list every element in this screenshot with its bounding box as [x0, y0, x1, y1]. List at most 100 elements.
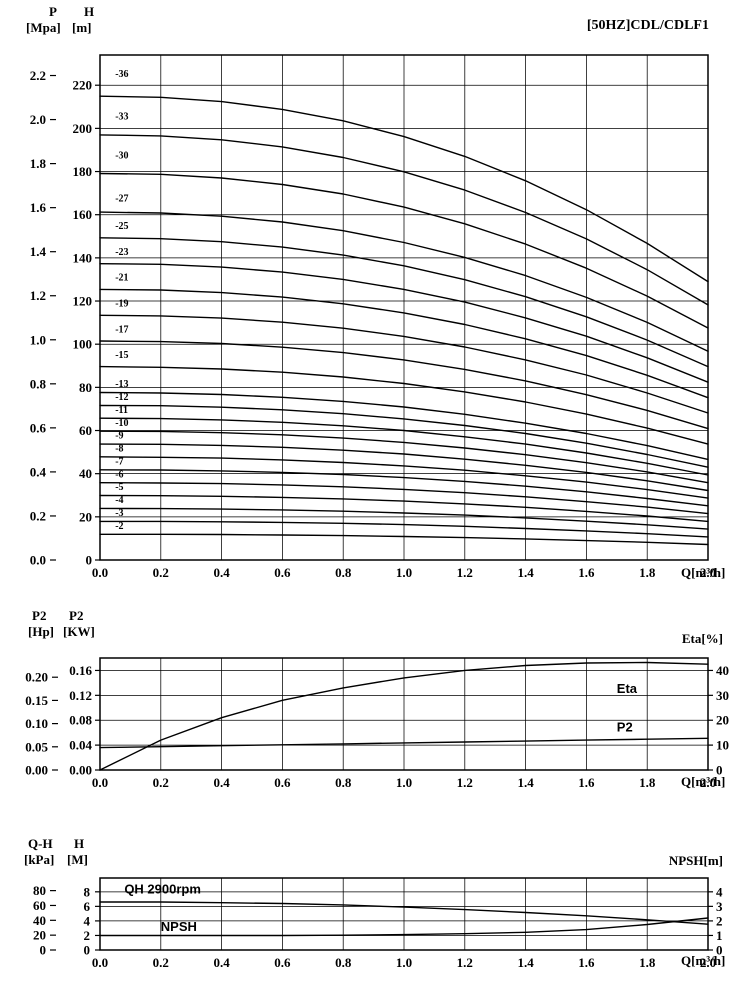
y-tick-label-H: 220	[73, 78, 93, 93]
x-tick-label: 0.6	[274, 955, 291, 970]
y-tick-label-M: 0	[84, 943, 91, 958]
plot-label--7: -7	[115, 456, 123, 467]
x-tick-label: 0.2	[153, 775, 169, 790]
chart-power-eta: 0.0 0.2 0.4 0.6 0.8 1.0 1.2 1.4 1.6 1.8 2.0 0.00 0.0…	[25, 657, 729, 790]
y-tick-label-kPa: 80	[33, 883, 46, 898]
plot-label--17: -17	[115, 324, 128, 335]
plot-label--3: -3	[115, 508, 123, 519]
x-tick-label: 1.6	[578, 775, 595, 790]
plot-label--6: -6	[115, 469, 123, 480]
plot-label--5: -5	[115, 482, 123, 493]
x-tick-label: 1.2	[457, 955, 473, 970]
y-tick-label-KW: 0.16	[69, 663, 92, 678]
y-tick-label-H: 100	[73, 337, 93, 352]
y-tick-label-P: 1.6	[30, 200, 47, 215]
plot-label-NPSH: NPSH	[161, 919, 197, 934]
curve--8	[99, 456, 709, 499]
y-tick-label-M: 4	[84, 913, 91, 928]
curve-Eta	[99, 661, 709, 771]
y-tick-label-P: 0.2	[30, 508, 46, 523]
y-tick-label-P: 2.0	[30, 112, 46, 127]
curve--33	[99, 134, 709, 306]
plot-label--8: -8	[115, 443, 123, 454]
plot-label--9: -9	[115, 431, 123, 442]
x-tick-label: 1.0	[396, 565, 412, 580]
x-tick-label: 2.0	[700, 955, 716, 970]
curve--12	[99, 404, 709, 468]
y-tick-label-P: 0.8	[30, 376, 47, 391]
x-tick-label: 1.0	[396, 775, 412, 790]
curve--9	[99, 443, 709, 492]
y-tick-label-H: 140	[73, 250, 93, 265]
y-tick-label-KW: 0.08	[69, 713, 92, 728]
y-tick-label-KW: 0.04	[69, 738, 92, 753]
qh-axis-unit-m: [M]	[67, 852, 88, 867]
curve-NPSH	[99, 917, 709, 937]
x-tick-label: 0.0	[92, 565, 108, 580]
y-tick-label-M: 2	[84, 928, 91, 943]
y-tick-label-H: 180	[73, 164, 93, 179]
curve--4	[99, 507, 709, 530]
hq-x-axis-unit: Q[m³/h]	[681, 565, 726, 580]
curve--6	[99, 482, 709, 515]
y-tick-label-Eta: 0	[716, 763, 723, 778]
y-tick-label-Hp: 0.05	[25, 739, 48, 754]
qh-axis-unit-kpa: [kPa]	[24, 852, 55, 867]
plot-label--10: -10	[115, 418, 128, 429]
x-tick-label: 1.8	[639, 955, 656, 970]
curve--27	[99, 211, 709, 352]
x-tick-label: 0.8	[335, 565, 352, 580]
qh-axis-title-m: H	[74, 836, 85, 851]
plot-label--2: -2	[115, 521, 123, 532]
y-tick-label-H: 80	[79, 380, 92, 395]
power-axis-title-kw: P2	[69, 608, 84, 623]
y-tick-label-Eta: 30	[716, 688, 729, 703]
plot-label--23: -23	[115, 247, 128, 258]
plot-label-QH-2900rpm: QH 2900rpm	[124, 881, 201, 896]
curve--25	[99, 237, 709, 368]
curve--15	[99, 365, 709, 445]
x-tick-label: 1.4	[517, 565, 534, 580]
plot-label--21: -21	[115, 273, 128, 284]
chart-qh-npsh: 0.0 0.2 0.4 0.6 0.8 1.0 1.2 1.4 1.6 1.8 2.00246802…	[33, 877, 723, 970]
y-tick-label-P: 2.2	[30, 68, 46, 83]
plot-label-Eta: Eta	[617, 681, 638, 696]
y-tick-label-P: 0.0	[30, 553, 46, 568]
x-tick-label: 1.8	[639, 775, 656, 790]
y-tick-label-H: 40	[79, 466, 92, 481]
plot-label--25: -25	[115, 221, 128, 232]
curve-P2	[99, 737, 709, 749]
y-tick-label-M: 8	[84, 884, 91, 899]
y-tick-label-KW: 0.12	[69, 688, 92, 703]
x-tick-label: 0.4	[213, 955, 230, 970]
plot-label--15: -15	[115, 350, 128, 361]
curve--3	[99, 520, 709, 538]
y-tick-label-kPa: 40	[33, 913, 46, 928]
y-tick-label-P: 1.8	[30, 156, 47, 171]
y-tick-label-NPSH: 1	[716, 928, 723, 943]
x-tick-label: 0.8	[335, 775, 352, 790]
hq-axis-unit-pressure: [Mpa]	[26, 20, 61, 35]
power-axis-unit-hp: [Hp]	[28, 624, 54, 639]
y-tick-label-H: 0	[86, 553, 93, 568]
x-tick-label: 0.6	[274, 775, 291, 790]
eta-axis-title: Eta[%]	[681, 631, 723, 646]
x-tick-label: 0.6	[274, 565, 291, 580]
plot-frame	[99, 54, 709, 561]
y-tick-label-kPa: 20	[33, 928, 46, 943]
y-tick-label-Eta: 40	[716, 663, 729, 678]
y-tick-label-Hp: 0.10	[25, 716, 48, 731]
curve--17	[99, 340, 709, 430]
plot-label--30: -30	[115, 150, 128, 161]
hq-axis-title-head: H	[84, 4, 95, 19]
plot-label--27: -27	[115, 193, 128, 204]
y-tick-label-NPSH: 0	[716, 943, 723, 958]
plot-label--13: -13	[115, 379, 128, 390]
y-tick-label-P: 0.6	[30, 420, 47, 435]
y-tick-label-H: 20	[79, 509, 92, 524]
curve-QH	[99, 901, 709, 925]
npsh-axis-title: NPSH[m]	[668, 853, 723, 868]
curve--2	[99, 533, 709, 546]
curve--36	[99, 95, 709, 283]
x-tick-label: 1.0	[396, 955, 412, 970]
